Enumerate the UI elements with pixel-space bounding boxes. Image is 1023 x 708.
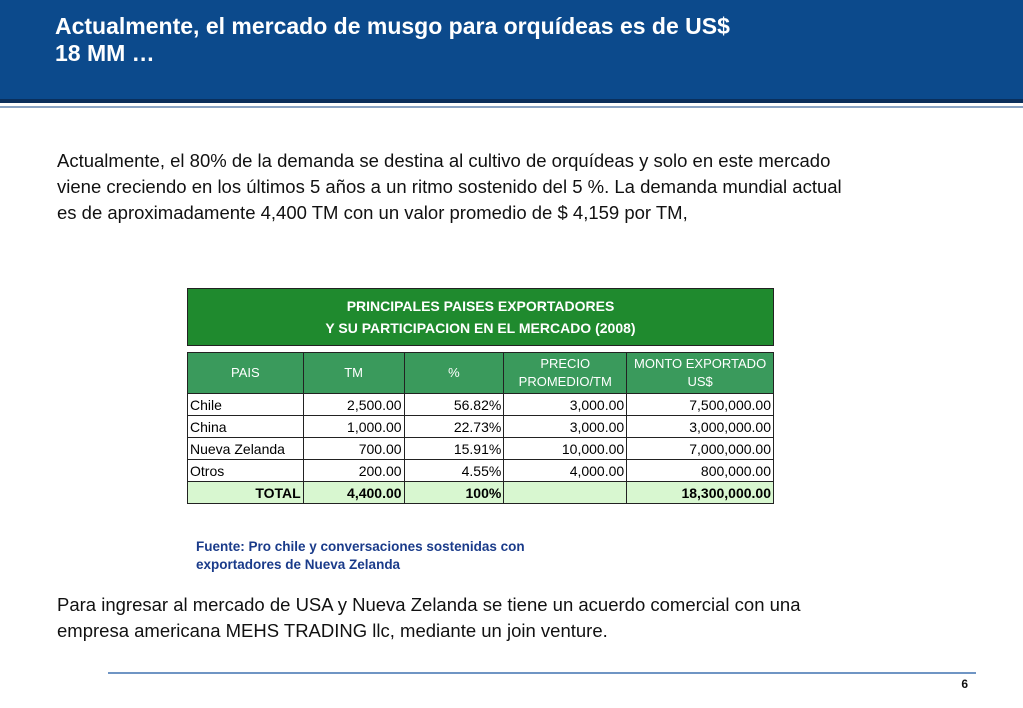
cell-monto: 7,500,000.00 <box>626 393 774 416</box>
cell-percent: 15.91% <box>403 437 505 460</box>
table-total-row: TOTAL 4,400.00 100% 18,300,000.00 <box>187 481 774 504</box>
table-title-line-2: Y SU PARTICIPACION EN EL MERCADO (2008) <box>325 320 636 336</box>
table-title-line-1: PRINCIPALES PAISES EXPORTADORES <box>346 298 615 314</box>
cell-precio: 3,000.00 <box>503 415 628 438</box>
title-bar-divider <box>0 106 1023 108</box>
table-row: Nueva Zelanda 700.00 15.91% 10,000.00 7,… <box>187 437 774 460</box>
header-monto-line-2: US$ <box>687 374 713 389</box>
footer-divider <box>108 672 976 674</box>
header-percent: % <box>403 352 505 394</box>
table-row: China 1,000.00 22.73% 3,000.00 3,000,000… <box>187 415 774 438</box>
cell-percent: 56.82% <box>403 393 505 416</box>
header-monto: MONTO EXPORTADO US$ <box>626 352 774 394</box>
total-monto: 18,300,000.00 <box>626 481 774 504</box>
source-note-line-2: exportadores de Nueva Zelanda <box>196 557 401 572</box>
exporters-table: PAIS TM % PRECIO PROMEDIO/TM MONTO EXPOR… <box>187 352 774 504</box>
cell-precio: 4,000.00 <box>503 459 628 482</box>
cell-tm: 1,000.00 <box>302 415 405 438</box>
total-tm: 4,400.00 <box>302 481 405 504</box>
cell-tm: 2,500.00 <box>302 393 405 416</box>
page-number: 6 <box>961 677 968 691</box>
cell-percent: 22.73% <box>403 415 505 438</box>
header-precio: PRECIO PROMEDIO/TM <box>503 352 628 394</box>
title-bar <box>0 0 1023 103</box>
total-percent: 100% <box>403 481 505 504</box>
header-tm: TM <box>302 352 405 394</box>
cell-monto: 800,000.00 <box>626 459 774 482</box>
table-title: PRINCIPALES PAISES EXPORTADORES Y SU PAR… <box>187 288 774 346</box>
table-row: Chile 2,500.00 56.82% 3,000.00 7,500,000… <box>187 393 774 416</box>
source-note-line-1: Fuente: Pro chile y conversaciones soste… <box>196 539 525 554</box>
table-row: Otros 200.00 4.55% 4,000.00 800,000.00 <box>187 459 774 482</box>
cell-pais: Nueva Zelanda <box>187 437 304 460</box>
cell-monto: 7,000,000.00 <box>626 437 774 460</box>
total-precio <box>503 481 628 504</box>
slide-title-line-1: Actualmente, el mercado de musgo para or… <box>55 13 730 39</box>
intro-paragraph-line-1: Actualmente, el 80% de la demanda se des… <box>57 150 831 171</box>
header-precio-line-2: PROMEDIO/TM <box>518 374 612 389</box>
cell-pais: Chile <box>187 393 304 416</box>
cell-pais: Otros <box>187 459 304 482</box>
closing-paragraph: Para ingresar al mercado de USA y Nueva … <box>57 592 967 644</box>
header-pais: PAIS <box>187 352 304 394</box>
intro-paragraph: Actualmente, el 80% de la demanda se des… <box>57 148 967 226</box>
cell-percent: 4.55% <box>403 459 505 482</box>
closing-paragraph-line-2: empresa americana MEHS TRADING llc, medi… <box>57 620 608 641</box>
total-label: TOTAL <box>187 481 304 504</box>
cell-pais: China <box>187 415 304 438</box>
cell-precio: 3,000.00 <box>503 393 628 416</box>
intro-paragraph-line-3: es de aproximadamente 4,400 TM con un va… <box>57 202 688 223</box>
slide-title: Actualmente, el mercado de musgo para or… <box>55 13 975 67</box>
source-note: Fuente: Pro chile y conversaciones soste… <box>196 538 616 574</box>
closing-paragraph-line-1: Para ingresar al mercado de USA y Nueva … <box>57 594 801 615</box>
cell-tm: 200.00 <box>302 459 405 482</box>
header-monto-line-1: MONTO EXPORTADO <box>634 356 767 371</box>
cell-tm: 700.00 <box>302 437 405 460</box>
intro-paragraph-line-2: viene creciendo en los últimos 5 años a … <box>57 176 842 197</box>
slide-title-line-2: 18 MM … <box>55 40 155 66</box>
header-precio-line-1: PRECIO <box>540 356 591 371</box>
cell-monto: 3,000,000.00 <box>626 415 774 438</box>
cell-precio: 10,000.00 <box>503 437 628 460</box>
table-header-row: PAIS TM % PRECIO PROMEDIO/TM MONTO EXPOR… <box>187 352 774 394</box>
